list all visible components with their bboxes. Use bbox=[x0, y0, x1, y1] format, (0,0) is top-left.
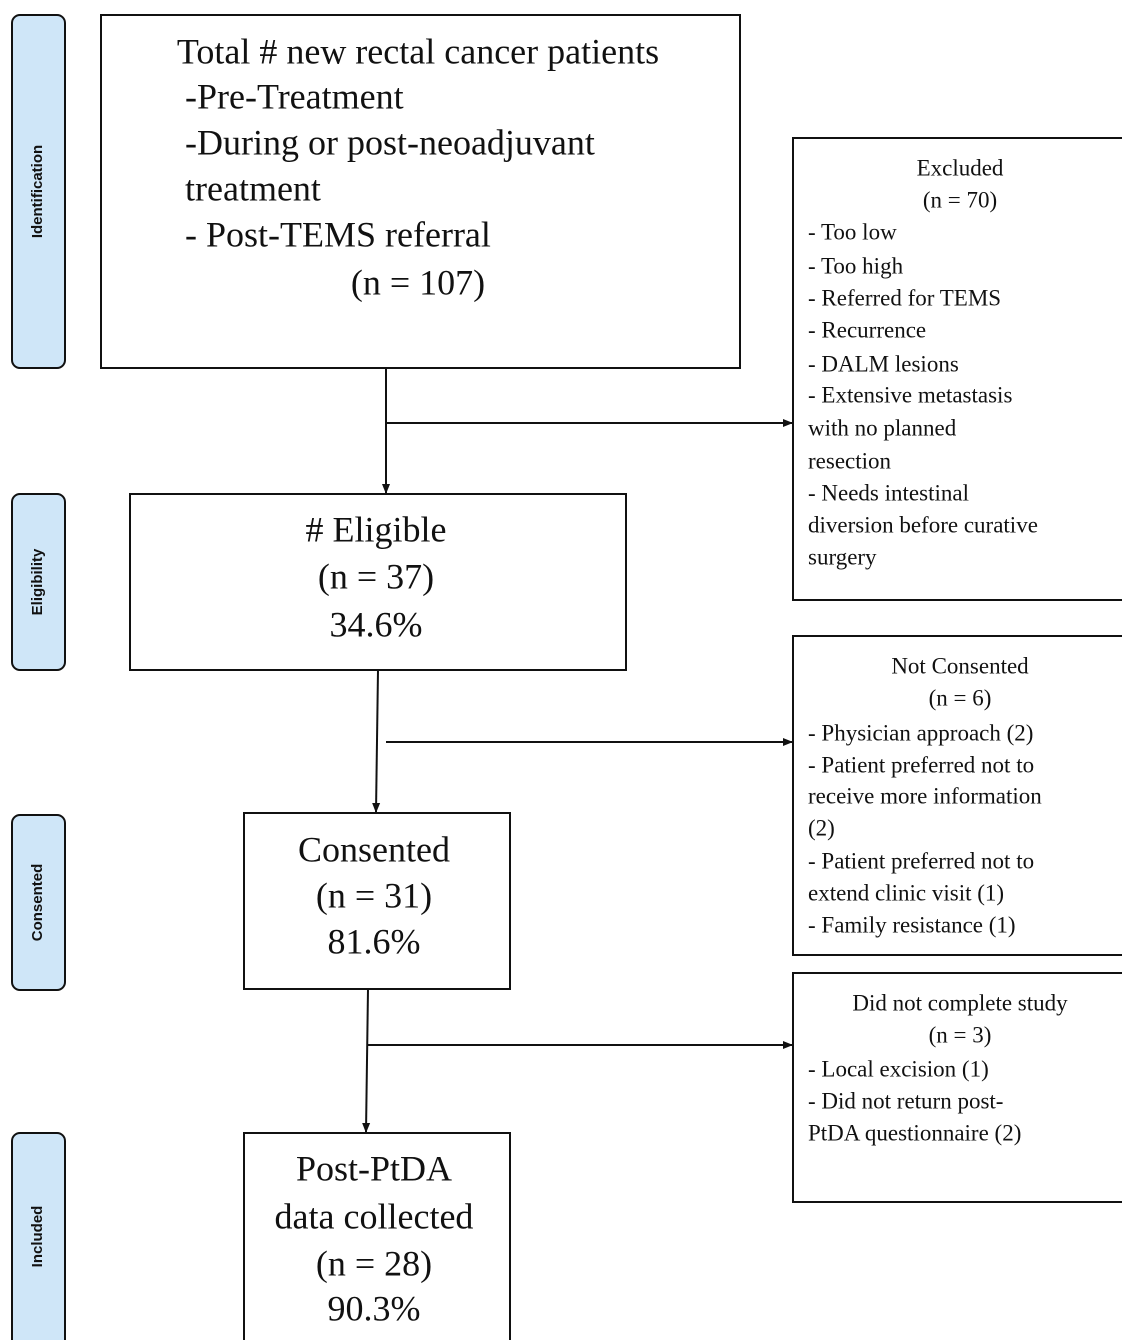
main-box-line: 90.3% bbox=[328, 1288, 421, 1328]
side-box-count: (n = 70) bbox=[923, 187, 997, 212]
side-box-item: resection bbox=[808, 448, 892, 473]
stage-label: Identification bbox=[29, 145, 46, 238]
main-box-line: data collected bbox=[275, 1196, 474, 1236]
side-box-item: PtDA questionnaire (2) bbox=[808, 1120, 1021, 1145]
main-box-line: Total # new rectal cancer patients bbox=[177, 31, 659, 71]
side-box-item: - Family resistance (1) bbox=[808, 912, 1016, 937]
side-box-count: (n = 3) bbox=[929, 1022, 992, 1047]
side-box-item: - Did not return post- bbox=[808, 1088, 1003, 1113]
connectors bbox=[362, 368, 793, 1133]
main-box-line: # Eligible bbox=[306, 509, 447, 549]
arrow bbox=[362, 988, 371, 1133]
side-box bbox=[792, 137, 1122, 601]
main-box-line: treatment bbox=[185, 168, 321, 208]
main-box bbox=[243, 812, 511, 990]
side-box-item: - Patient preferred not to bbox=[808, 752, 1034, 777]
main-box-line: (n = 37) bbox=[318, 556, 434, 596]
main-box bbox=[100, 14, 741, 369]
side-box-item: - Patient preferred not to bbox=[808, 848, 1034, 873]
stage-tab bbox=[11, 493, 66, 671]
side-box-title: Excluded bbox=[917, 155, 1004, 180]
side-box-item: (2) bbox=[808, 815, 835, 840]
main-box-line: 34.6% bbox=[330, 604, 423, 644]
arrow bbox=[372, 669, 381, 813]
main-box-line: -Pre-Treatment bbox=[185, 76, 404, 116]
stage-label: Consented bbox=[29, 864, 46, 942]
main-box-line: (n = 107) bbox=[351, 262, 485, 302]
side-box-count: (n = 6) bbox=[929, 685, 992, 710]
side-box-title: Did not complete study bbox=[852, 990, 1068, 1015]
stage-tab bbox=[11, 14, 66, 369]
main-box-line: (n = 28) bbox=[316, 1243, 432, 1283]
main-box-line: 81.6% bbox=[328, 921, 421, 961]
main-box-line: Post-PtDA bbox=[296, 1148, 452, 1188]
side-box-item: - Local excision (1) bbox=[808, 1056, 989, 1081]
main-box-line: - Post-TEMS referral bbox=[185, 214, 491, 254]
side-box-item: diversion before curative bbox=[808, 512, 1038, 537]
side-box-item: - Too low bbox=[808, 219, 897, 244]
main-box bbox=[129, 493, 627, 671]
side-box-item: - Too high bbox=[808, 253, 904, 278]
side-box bbox=[792, 635, 1122, 956]
side-box-item: - Recurrence bbox=[808, 317, 926, 342]
side-box-item: extend clinic visit (1) bbox=[808, 880, 1004, 905]
stage-label: Eligibility bbox=[29, 548, 46, 615]
stage-tab bbox=[11, 814, 66, 991]
side-box-title: Not Consented bbox=[891, 653, 1029, 678]
side-box-item: - DALM lesions bbox=[808, 351, 959, 376]
side-box-item: - Extensive metastasis bbox=[808, 382, 1012, 407]
side-box-item: surgery bbox=[808, 544, 877, 569]
side-box-item: - Physician approach (2) bbox=[808, 720, 1033, 745]
stage-label: Included bbox=[29, 1206, 46, 1268]
side-box bbox=[792, 972, 1122, 1203]
main-box-line: (n = 31) bbox=[316, 875, 432, 915]
stage-tab bbox=[11, 1132, 66, 1340]
main-box-line: Consented bbox=[298, 829, 450, 869]
side-box-item: - Referred for TEMS bbox=[808, 285, 1001, 310]
main-box-line: -During or post-neoadjuvant bbox=[185, 122, 595, 162]
side-box-item: with no planned bbox=[808, 415, 957, 440]
side-box-item: - Needs intestinal bbox=[808, 480, 969, 505]
main-box bbox=[243, 1132, 511, 1340]
side-box-item: receive more information bbox=[808, 783, 1042, 808]
